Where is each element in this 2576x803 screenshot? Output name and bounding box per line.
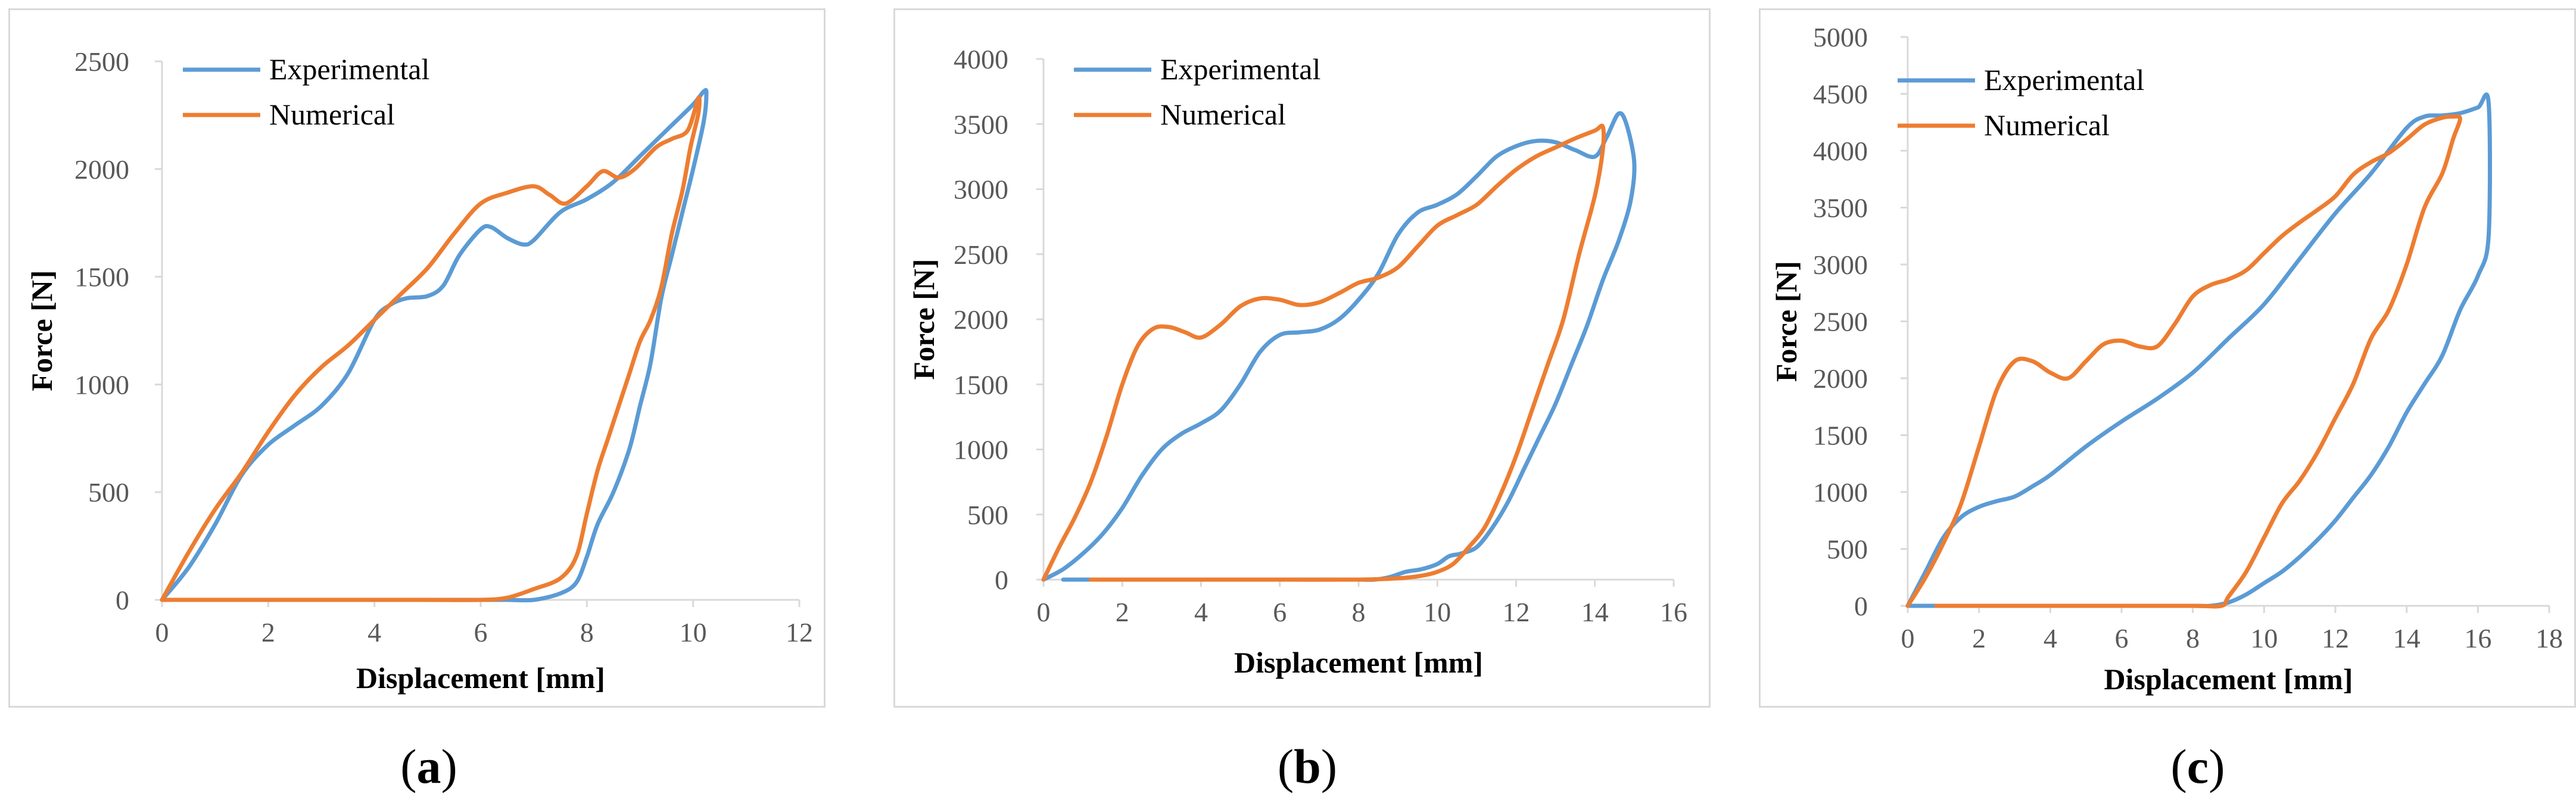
x-tick-label: 12 <box>1503 597 1530 627</box>
y-tick-label: 1500 <box>1813 421 1868 451</box>
x-tick-label: 6 <box>1273 597 1287 627</box>
x-tick-label: 14 <box>2393 623 2421 653</box>
x-tick-label: 4 <box>367 617 381 648</box>
x-tick-label: 6 <box>2115 623 2129 653</box>
x-tick-label: 12 <box>2322 623 2349 653</box>
series-line-numerical <box>1041 123 1606 582</box>
y-axis-title: Force [N] <box>907 259 940 379</box>
y-tick-label: 4000 <box>954 44 1008 74</box>
series-line-numerical <box>160 95 702 602</box>
x-tick-label: 8 <box>1352 597 1366 627</box>
caption-open: ( <box>1277 739 1294 793</box>
chart-svg: 0 500 1000 1500 2000 2500 0 2 4 6 8 10 12 Displacemen… <box>25 46 813 695</box>
x-tick-label: 14 <box>1581 597 1609 627</box>
x-tick-label: 2 <box>1116 597 1129 627</box>
caption-a: (a) <box>339 739 518 795</box>
caption-letter: c <box>2186 739 2209 793</box>
y-tick-label: 1000 <box>954 435 1008 465</box>
y-tick-label: 1000 <box>74 369 129 400</box>
y-axis-title: Force [N] <box>25 270 58 391</box>
y-tick-label: 3000 <box>1813 250 1868 280</box>
x-tick-label: 0 <box>155 617 169 648</box>
series-line-experimental <box>160 88 709 603</box>
y-tick-label: 4000 <box>1813 136 1868 166</box>
legend-label-numerical: Numerical <box>1984 108 2110 142</box>
y-tick-label: 2000 <box>74 154 129 185</box>
x-tick-label: 4 <box>2044 623 2057 653</box>
caption-close: ) <box>1320 739 1338 793</box>
y-tick-label: 1500 <box>74 262 129 292</box>
chart-panel-c: 0 500 1000 1500 2000 2500 3000 3500 4000 4500 5000… <box>1759 8 2576 708</box>
caption-open: ( <box>2170 739 2187 793</box>
x-tick-label: 4 <box>1194 597 1208 627</box>
x-tick-label: 2 <box>261 617 275 648</box>
y-tick-label: 5000 <box>1813 22 1868 52</box>
legend-label-experimental: Experimental <box>269 52 429 86</box>
y-tick-label: 3500 <box>954 109 1008 139</box>
x-tick-label: 10 <box>2250 623 2278 653</box>
y-tick-label: 500 <box>1827 534 1868 565</box>
y-tick-label: 2000 <box>954 304 1008 335</box>
chart-panel-b: 0 500 1000 1500 2000 2500 3000 3500 4000 0 2 4 6 8 10 1… <box>893 8 1711 708</box>
y-tick-label: 4500 <box>1813 79 1868 110</box>
y-tick-label: 0 <box>995 565 1008 595</box>
chart-panel-a: 0 500 1000 1500 2000 2500 0 2 4 6 8 10 12 Displacemen… <box>8 8 826 708</box>
x-tick-label: 8 <box>580 617 594 648</box>
y-tick-label: 2500 <box>954 239 1008 270</box>
x-tick-label: 16 <box>1660 597 1687 627</box>
y-tick-label: 3000 <box>954 175 1008 205</box>
x-tick-label: 10 <box>1424 597 1451 627</box>
x-tick-label: 8 <box>2186 623 2200 653</box>
caption-close: ) <box>441 739 457 793</box>
x-tick-label: 18 <box>2535 623 2563 653</box>
legend-label-numerical: Numerical <box>1160 98 1286 131</box>
y-tick-label: 1000 <box>1813 477 1868 508</box>
series-line-experimental <box>1905 92 2492 608</box>
chart-svg: 0 500 1000 1500 2000 2500 3000 3500 4000 0 2 4 6 8 10 1… <box>907 44 1687 679</box>
y-tick-label: 500 <box>88 477 129 508</box>
series-line-experimental <box>1041 111 1637 582</box>
legend-label-experimental: Experimental <box>1160 52 1320 86</box>
y-tick-label: 2000 <box>1813 363 1868 394</box>
x-tick-label: 2 <box>1972 623 1986 653</box>
x-tick-label: 6 <box>474 617 488 648</box>
x-tick-label: 16 <box>2464 623 2491 653</box>
y-tick-label: 1500 <box>954 369 1008 400</box>
legend-label-numerical: Numerical <box>269 98 395 131</box>
y-tick-label: 0 <box>116 585 129 615</box>
caption-letter: b <box>1294 739 1321 793</box>
chart-svg: 0 500 1000 1500 2000 2500 3000 3500 4000 4500 5000… <box>1770 22 2563 696</box>
x-axis-title: Displacement [mm] <box>356 661 605 695</box>
y-tick-label: 500 <box>967 500 1008 530</box>
caption-b: (b) <box>1218 739 1397 795</box>
x-axis-title: Displacement [mm] <box>2104 662 2353 696</box>
caption-c: (c) <box>2108 739 2287 795</box>
x-axis-title: Displacement [mm] <box>1234 646 1483 679</box>
y-axis-title: Force [N] <box>1770 261 1803 382</box>
caption-letter: a <box>416 739 441 793</box>
x-tick-label: 0 <box>1901 623 1915 653</box>
x-tick-label: 12 <box>786 617 813 648</box>
series-line-numerical <box>1905 114 2462 609</box>
x-tick-label: 10 <box>680 617 707 648</box>
y-tick-label: 3500 <box>1813 193 1868 223</box>
legend-label-experimental: Experimental <box>1984 63 2144 97</box>
x-tick-label: 0 <box>1037 597 1051 627</box>
y-tick-label: 2500 <box>74 46 129 77</box>
caption-close: ) <box>2209 739 2225 793</box>
y-tick-label: 0 <box>1854 591 1868 621</box>
y-tick-label: 2500 <box>1813 307 1868 337</box>
caption-open: ( <box>400 739 417 793</box>
